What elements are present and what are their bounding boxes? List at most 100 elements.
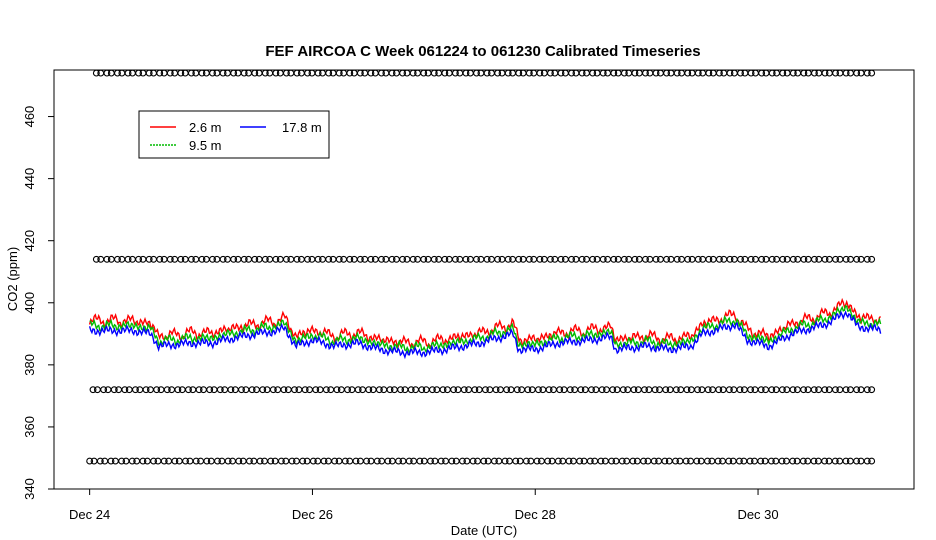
calibration-point bbox=[367, 255, 375, 263]
calibration-point bbox=[715, 69, 723, 77]
calibration-point bbox=[375, 386, 383, 394]
calibration-point bbox=[599, 69, 607, 77]
calibration-point bbox=[831, 386, 839, 394]
calibration-point bbox=[473, 255, 480, 263]
calibration-points bbox=[86, 69, 876, 465]
calibration-point bbox=[320, 457, 328, 465]
calibration-point bbox=[280, 386, 288, 394]
calibration-point bbox=[778, 457, 786, 465]
calibration-point bbox=[356, 255, 364, 263]
calibration-point bbox=[589, 69, 597, 77]
calibration-point bbox=[682, 457, 690, 465]
calibration-point bbox=[135, 255, 143, 263]
calibration-point bbox=[451, 69, 459, 77]
calibration-point bbox=[778, 386, 786, 394]
calibration-point bbox=[335, 255, 343, 263]
calibration-point bbox=[365, 386, 373, 394]
calibration-point bbox=[662, 386, 670, 394]
calibration-point bbox=[737, 69, 744, 77]
calibration-point bbox=[503, 386, 511, 394]
calibration-point bbox=[504, 255, 512, 263]
calibration-point bbox=[746, 457, 754, 465]
calibration-point bbox=[524, 386, 532, 394]
calibration-point bbox=[533, 457, 541, 465]
calibration-point bbox=[568, 255, 576, 263]
calibration-point bbox=[427, 457, 434, 465]
calibration-point bbox=[853, 69, 861, 77]
y-tick-label: 420 bbox=[22, 230, 37, 252]
calibration-point bbox=[395, 457, 403, 465]
calibration-point bbox=[494, 69, 502, 77]
calibration-point bbox=[187, 255, 195, 263]
calibration-point bbox=[420, 69, 428, 77]
calibration-point bbox=[89, 386, 97, 394]
calibration-point bbox=[195, 386, 203, 394]
calibration-point bbox=[373, 457, 381, 465]
calibration-point bbox=[209, 255, 216, 263]
y-axis-label: CO2 (ppm) bbox=[5, 247, 20, 311]
calibration-point bbox=[642, 255, 649, 263]
calibration-point bbox=[501, 457, 509, 465]
calibration-point bbox=[842, 457, 850, 465]
calibration-point bbox=[789, 386, 797, 394]
calibration-point bbox=[335, 69, 343, 77]
calibration-point bbox=[344, 386, 352, 394]
calibration-point bbox=[821, 386, 829, 394]
calibration-point bbox=[863, 386, 871, 394]
calibration-point bbox=[166, 255, 174, 263]
calibration-point bbox=[800, 386, 808, 394]
calibration-point bbox=[641, 386, 648, 394]
calibration-point bbox=[301, 386, 309, 394]
calibration-point bbox=[609, 386, 617, 394]
calibration-point bbox=[684, 255, 692, 263]
calibration-point bbox=[407, 386, 415, 394]
calibration-point bbox=[663, 69, 671, 77]
calibration-point bbox=[715, 255, 723, 263]
calibration-point bbox=[92, 255, 100, 263]
calibration-point bbox=[568, 69, 576, 77]
x-tick-label: Dec 30 bbox=[737, 507, 778, 522]
calibration-point bbox=[726, 69, 734, 77]
calibration-point bbox=[586, 457, 594, 465]
calibration-point bbox=[683, 386, 691, 394]
calibration-point bbox=[577, 386, 585, 394]
calibration-point bbox=[494, 255, 502, 263]
calibration-point bbox=[192, 457, 200, 465]
calibration-point bbox=[96, 457, 104, 465]
calibration-point bbox=[235, 457, 243, 465]
calibration-point bbox=[363, 457, 371, 465]
calibration-point bbox=[418, 386, 426, 394]
calibration-point bbox=[725, 457, 733, 465]
calibration-point bbox=[810, 69, 818, 77]
calibration-point bbox=[620, 255, 628, 263]
calibration-point bbox=[131, 386, 139, 394]
calibration-point bbox=[863, 69, 871, 77]
calibration-point bbox=[758, 69, 766, 77]
calibration-point bbox=[757, 457, 765, 465]
calibration-point bbox=[304, 69, 312, 77]
calibration-point bbox=[714, 457, 722, 465]
calibration-point bbox=[352, 457, 360, 465]
calibration-point bbox=[346, 69, 354, 77]
calibration-point bbox=[420, 255, 428, 263]
calibration-point bbox=[261, 255, 269, 263]
calibration-point bbox=[768, 255, 776, 263]
calibration-point bbox=[341, 457, 349, 465]
calibration-point bbox=[309, 457, 317, 465]
calibration-point bbox=[694, 69, 702, 77]
calibration-point bbox=[314, 69, 322, 77]
calibration-point bbox=[768, 69, 776, 77]
calibration-point bbox=[747, 386, 755, 394]
legend-box bbox=[138, 110, 330, 159]
series-line-2-6-m bbox=[88, 297, 882, 352]
calibration-point bbox=[240, 255, 248, 263]
x-axis-label: Date (UTC) bbox=[451, 523, 517, 538]
calibration-point bbox=[694, 386, 701, 394]
legend-label-9-5m: 9.5 m bbox=[189, 138, 222, 153]
calibration-point bbox=[704, 386, 712, 394]
calibration-point bbox=[525, 255, 533, 263]
calibration-point bbox=[789, 255, 797, 263]
calibration-point bbox=[272, 255, 280, 263]
calibration-point bbox=[673, 255, 681, 263]
y-tick-label: 380 bbox=[22, 354, 37, 376]
